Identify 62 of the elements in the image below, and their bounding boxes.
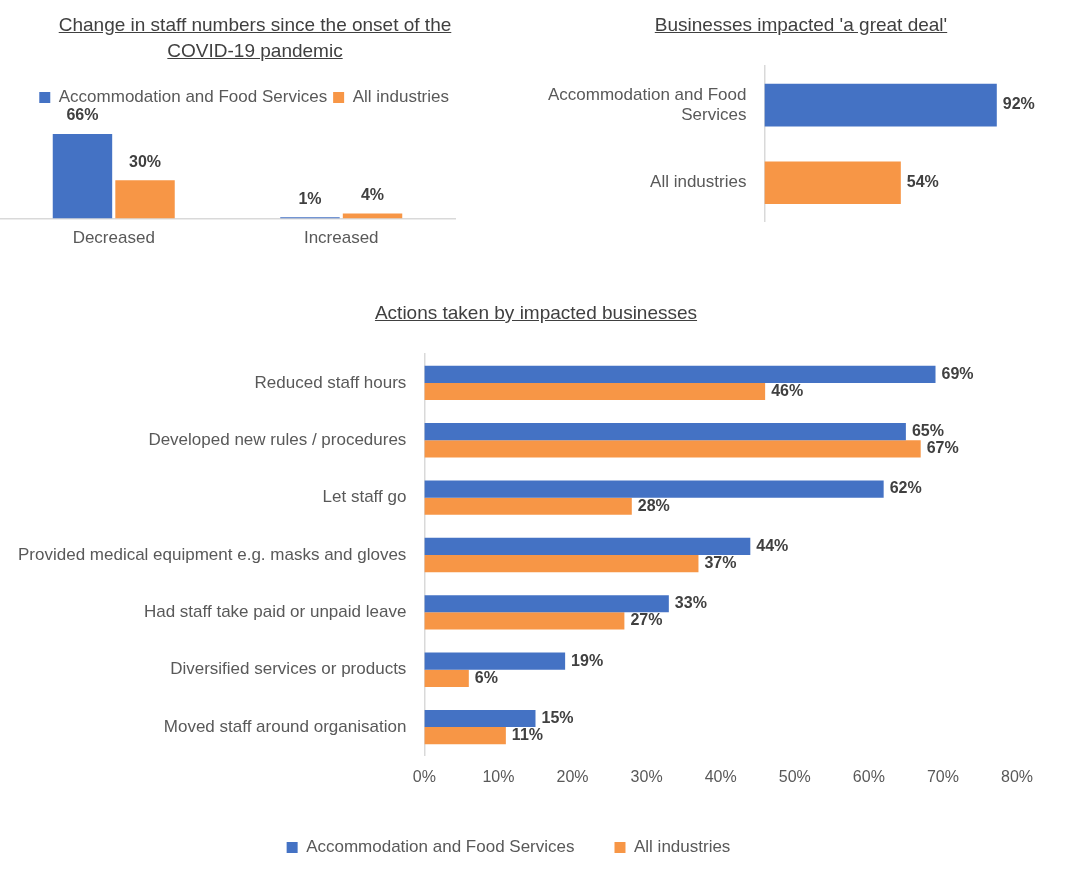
data-label: 4% — [360, 186, 385, 204]
x-tick-label: 10% — [482, 767, 515, 785]
bar — [424, 382, 766, 400]
bar — [424, 612, 625, 630]
x-tick-label: 60% — [852, 767, 885, 785]
data-label: 44% — [756, 536, 789, 554]
bar — [424, 554, 699, 572]
x-tick-label: Increased — [303, 228, 379, 248]
x-tick-label: 70% — [926, 767, 959, 785]
bar — [424, 709, 536, 727]
chart-title: Actions taken by impacted businesses — [373, 301, 699, 325]
legend-label: All industries — [352, 87, 449, 107]
bar — [424, 480, 884, 498]
data-label: 30% — [129, 152, 162, 170]
y-tick-label: Developed new rules / procedures — [148, 429, 407, 449]
y-tick-label: Reduced staff hours — [254, 372, 407, 392]
bar — [424, 497, 632, 515]
bar — [342, 213, 403, 219]
data-label: 27% — [630, 611, 663, 629]
data-label: 37% — [704, 553, 737, 571]
data-label: 15% — [541, 708, 574, 726]
legend-label: Accommodation and Food Services — [58, 87, 328, 107]
bar — [424, 439, 921, 458]
chart-title: Change in staff numbers since the onset of the COVID-19 pandemic — [57, 13, 453, 63]
data-label: 46% — [771, 381, 804, 399]
y-tick-label: Let staff go — [322, 486, 407, 506]
data-label: 1% — [298, 190, 322, 208]
y-tick-label: Diversified services or products — [170, 659, 407, 679]
y-tick-label: Had staff take paid or unpaid leave — [143, 601, 407, 621]
bar — [424, 726, 506, 744]
x-tick-label: 40% — [704, 767, 737, 785]
chart-title: Businesses impacted 'a great deal' — [653, 13, 949, 37]
data-label: 65% — [911, 421, 944, 439]
legend-label: Accommodation and Food Services — [306, 836, 575, 856]
bar — [424, 652, 566, 670]
bar — [424, 669, 469, 687]
x-tick-label: Decreased — [72, 228, 155, 248]
data-label: 62% — [889, 479, 922, 497]
legend-label: All industries — [633, 836, 731, 856]
bar — [424, 365, 936, 383]
data-label: 92% — [1002, 95, 1035, 113]
x-tick-label: 80% — [1000, 767, 1034, 785]
bar — [115, 180, 175, 219]
x-tick-label: 30% — [630, 767, 663, 785]
data-label: 54% — [906, 172, 939, 190]
y-tick-label: Provided medical equipment e.g. masks and gloves — [17, 544, 407, 564]
data-label: 28% — [637, 496, 670, 514]
x-tick-label: 20% — [556, 767, 589, 785]
data-label: 33% — [674, 593, 707, 611]
x-tick-label: 0% — [412, 767, 436, 785]
data-label: 11% — [511, 725, 543, 743]
bar — [424, 422, 906, 440]
data-label: 6% — [474, 668, 498, 686]
bar — [424, 594, 669, 613]
data-label: 19% — [571, 651, 604, 669]
data-label: 69% — [941, 364, 974, 382]
x-tick-label: 50% — [778, 767, 811, 785]
bar — [52, 134, 113, 219]
y-tick-label: Moved staff around organisation — [163, 716, 407, 736]
bar — [424, 537, 751, 555]
data-label: 67% — [926, 438, 959, 456]
data-label: 66% — [66, 106, 99, 124]
